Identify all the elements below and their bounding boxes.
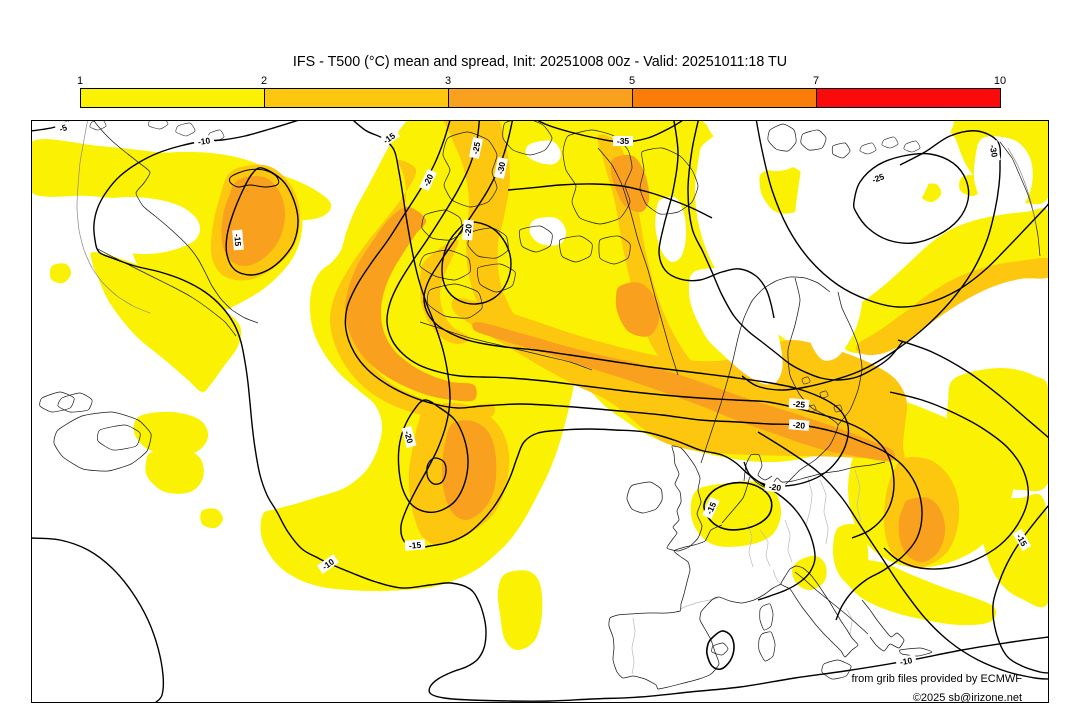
svg-text:IFS - T500 (°C) mean and sprea: IFS - T500 (°C) mean and spread, Init: 2…	[293, 54, 787, 70]
svg-text:from grib files provided by EC: from grib files provided by ECMWF	[851, 673, 1022, 685]
svg-text:-30: -30	[495, 161, 507, 175]
svg-text:©2025 sb@irizone.net: ©2025 sb@irizone.net	[913, 692, 1022, 704]
svg-text:-35: -35	[617, 136, 630, 146]
svg-text:-20: -20	[421, 172, 435, 188]
svg-text:7: 7	[813, 75, 819, 87]
svg-text:-20: -20	[463, 223, 474, 236]
svg-text:-20: -20	[768, 481, 782, 493]
svg-text:-10: -10	[197, 135, 211, 147]
svg-text:10: 10	[994, 75, 1006, 87]
svg-text:-15: -15	[704, 500, 718, 516]
svg-text:2: 2	[261, 75, 267, 87]
svg-text:-30: -30	[988, 144, 1000, 158]
svg-text:1: 1	[77, 75, 83, 87]
svg-text:-15: -15	[408, 540, 421, 551]
svg-text:-15: -15	[232, 233, 243, 246]
svg-text:-10: -10	[899, 655, 913, 667]
svg-text:-25: -25	[470, 141, 482, 155]
svg-text:3: 3	[445, 75, 451, 87]
svg-text:-25: -25	[792, 399, 805, 410]
svg-text:-20: -20	[402, 430, 415, 445]
svg-text:-25: -25	[871, 171, 886, 185]
svg-text:5: 5	[629, 75, 635, 87]
svg-text:-20: -20	[792, 420, 805, 431]
svg-text:-5: -5	[58, 122, 69, 134]
